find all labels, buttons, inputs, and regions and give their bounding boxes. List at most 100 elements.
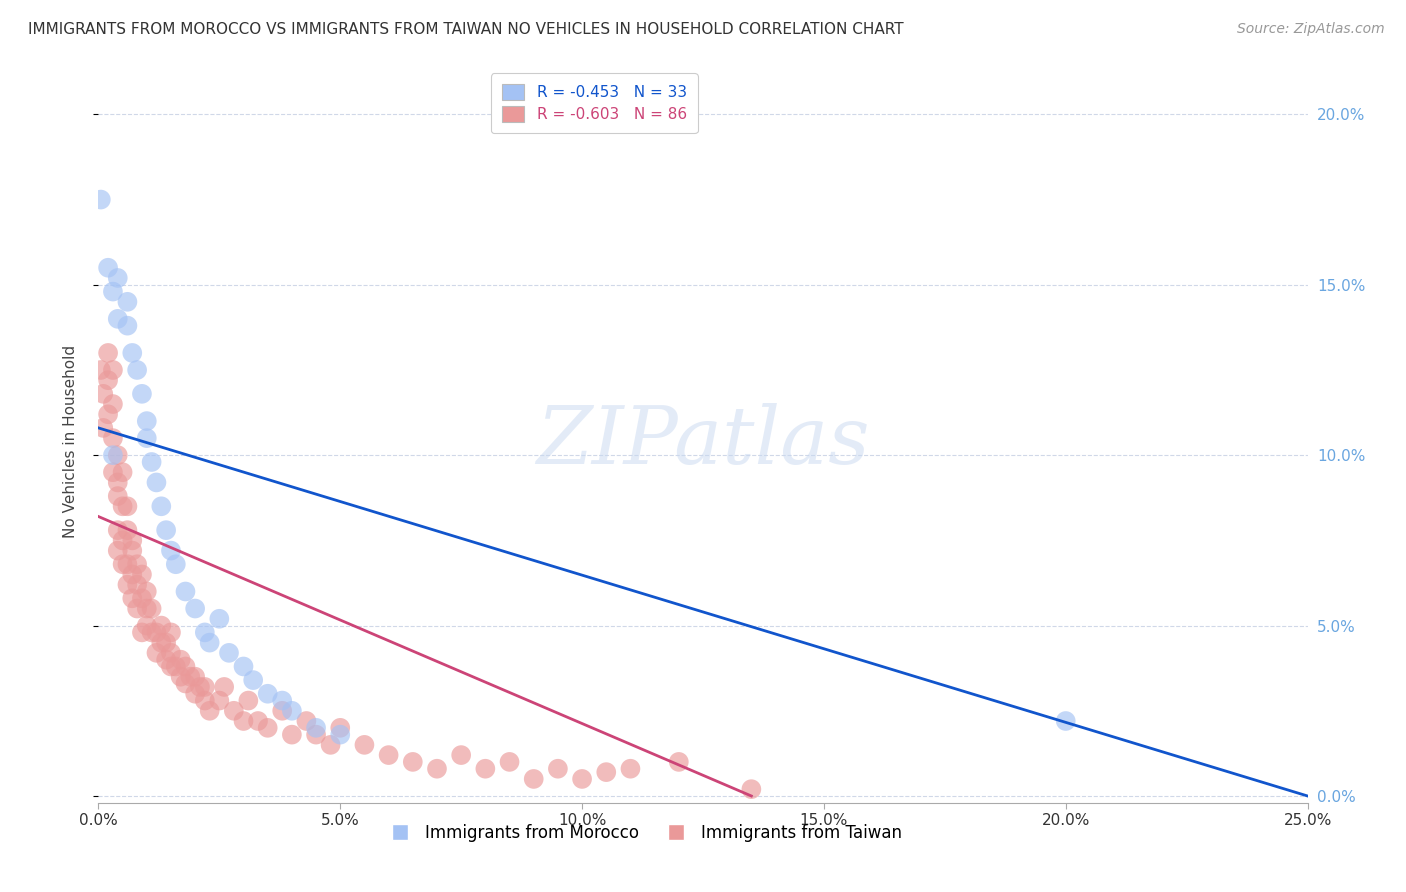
Point <box>571 772 593 786</box>
Point <box>160 659 183 673</box>
Point <box>194 680 217 694</box>
Point <box>101 448 124 462</box>
Point <box>232 659 254 673</box>
Point <box>402 755 425 769</box>
Point <box>194 625 217 640</box>
Text: ZIPatlas: ZIPatlas <box>536 403 870 480</box>
Point <box>474 762 496 776</box>
Point <box>145 646 167 660</box>
Point <box>117 523 139 537</box>
Point <box>155 635 177 649</box>
Point <box>271 693 294 707</box>
Point <box>145 625 167 640</box>
Point <box>135 431 157 445</box>
Point <box>377 748 399 763</box>
Point <box>160 625 183 640</box>
Point <box>121 346 143 360</box>
Point <box>155 523 177 537</box>
Point <box>1054 714 1077 728</box>
Point <box>256 687 278 701</box>
Point <box>238 693 260 707</box>
Point <box>150 500 173 514</box>
Point <box>91 421 114 435</box>
Point <box>111 500 134 514</box>
Point <box>101 285 124 299</box>
Point <box>150 635 173 649</box>
Point <box>329 721 352 735</box>
Point <box>218 646 240 660</box>
Point <box>101 397 124 411</box>
Point <box>97 407 120 421</box>
Point <box>107 489 129 503</box>
Point <box>127 363 149 377</box>
Point <box>305 728 328 742</box>
Point <box>305 721 328 735</box>
Point <box>174 659 197 673</box>
Point <box>121 591 143 606</box>
Point <box>97 346 120 360</box>
Y-axis label: No Vehicles in Household: No Vehicles in Household <box>63 345 77 538</box>
Point <box>295 714 318 728</box>
Point <box>222 704 245 718</box>
Point <box>117 318 139 333</box>
Point <box>91 387 114 401</box>
Point <box>107 523 129 537</box>
Point <box>127 577 149 591</box>
Point <box>271 704 294 718</box>
Point <box>111 533 134 548</box>
Point <box>256 721 278 735</box>
Point <box>247 714 270 728</box>
Point <box>188 680 211 694</box>
Point <box>450 748 472 763</box>
Point <box>135 584 157 599</box>
Point <box>208 693 231 707</box>
Point <box>127 558 149 572</box>
Legend: Immigrants from Morocco, Immigrants from Taiwan: Immigrants from Morocco, Immigrants from… <box>377 817 908 848</box>
Point <box>523 772 546 786</box>
Point <box>150 618 173 632</box>
Point <box>426 762 449 776</box>
Point <box>165 659 187 673</box>
Point <box>90 193 112 207</box>
Point <box>117 500 139 514</box>
Point <box>145 475 167 490</box>
Point <box>101 431 124 445</box>
Point <box>131 625 153 640</box>
Point <box>101 465 124 479</box>
Point <box>117 558 139 572</box>
Point <box>97 260 120 275</box>
Point <box>547 762 569 776</box>
Point <box>184 687 207 701</box>
Point <box>184 670 207 684</box>
Point <box>179 670 201 684</box>
Point <box>595 765 617 780</box>
Point <box>135 618 157 632</box>
Point <box>169 653 191 667</box>
Point <box>281 704 304 718</box>
Point <box>198 635 221 649</box>
Point <box>135 601 157 615</box>
Point <box>165 558 187 572</box>
Point <box>353 738 375 752</box>
Text: Source: ZipAtlas.com: Source: ZipAtlas.com <box>1237 22 1385 37</box>
Point <box>169 670 191 684</box>
Point <box>101 363 124 377</box>
Point <box>498 755 520 769</box>
Point <box>131 591 153 606</box>
Point <box>281 728 304 742</box>
Point <box>174 584 197 599</box>
Point <box>107 543 129 558</box>
Point <box>212 680 235 694</box>
Point <box>90 363 112 377</box>
Point <box>117 294 139 309</box>
Point <box>619 762 641 776</box>
Point <box>107 271 129 285</box>
Point <box>160 646 183 660</box>
Point <box>668 755 690 769</box>
Point <box>319 738 342 752</box>
Point <box>107 311 129 326</box>
Point <box>107 475 129 490</box>
Point <box>127 601 149 615</box>
Point <box>160 543 183 558</box>
Point <box>174 676 197 690</box>
